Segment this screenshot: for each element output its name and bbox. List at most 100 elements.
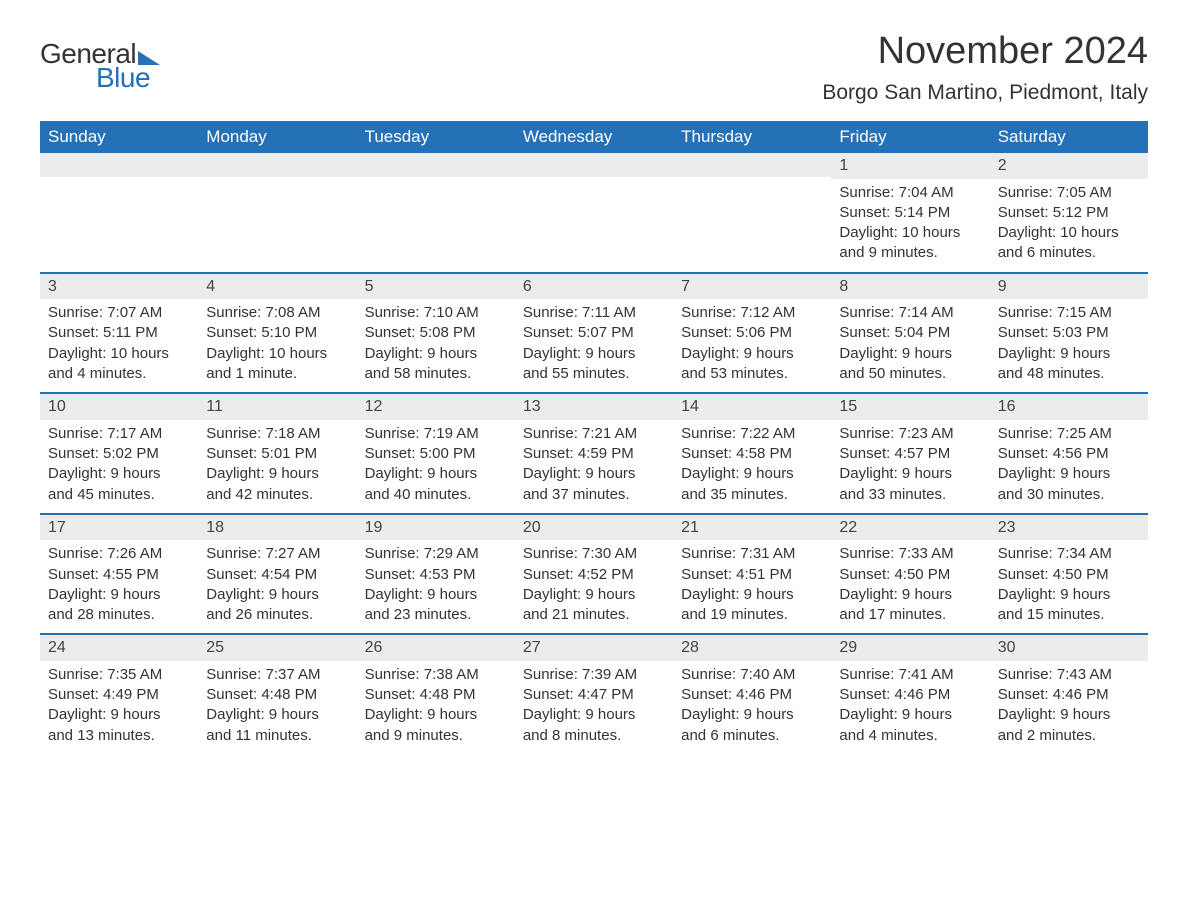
sunset-text: Sunset: 4:46 PM (998, 685, 1140, 705)
header: General Blue November 2024 Borgo San Mar… (40, 30, 1148, 105)
day-number: 28 (673, 635, 831, 661)
daylight-text-2: and 17 minutes. (839, 605, 981, 625)
day-number: 26 (357, 635, 515, 661)
daylight-text-1: Daylight: 10 hours (48, 344, 190, 364)
day-body: Sunrise: 7:25 AMSunset: 4:56 PMDaylight:… (990, 420, 1148, 513)
sunrise-text: Sunrise: 7:14 AM (839, 303, 981, 323)
sunrise-text: Sunrise: 7:17 AM (48, 424, 190, 444)
sunset-text: Sunset: 4:55 PM (48, 565, 190, 585)
sunset-text: Sunset: 4:53 PM (365, 565, 507, 585)
logo: General Blue (40, 30, 160, 94)
daylight-text-2: and 11 minutes. (206, 726, 348, 746)
daylight-text-2: and 6 minutes. (681, 726, 823, 746)
day-body: Sunrise: 7:30 AMSunset: 4:52 PMDaylight:… (515, 540, 673, 633)
day-body: Sunrise: 7:15 AMSunset: 5:03 PMDaylight:… (990, 299, 1148, 392)
daylight-text-2: and 9 minutes. (839, 243, 981, 263)
day-number: 4 (198, 274, 356, 300)
daylight-text-2: and 35 minutes. (681, 485, 823, 505)
day-cell: 27Sunrise: 7:39 AMSunset: 4:47 PMDayligh… (515, 635, 673, 754)
sunset-text: Sunset: 4:59 PM (523, 444, 665, 464)
day-cell: 20Sunrise: 7:30 AMSunset: 4:52 PMDayligh… (515, 515, 673, 634)
week-row: 10Sunrise: 7:17 AMSunset: 5:02 PMDayligh… (40, 392, 1148, 513)
week-row: 17Sunrise: 7:26 AMSunset: 4:55 PMDayligh… (40, 513, 1148, 634)
day-cell: 11Sunrise: 7:18 AMSunset: 5:01 PMDayligh… (198, 394, 356, 513)
sunrise-text: Sunrise: 7:37 AM (206, 665, 348, 685)
day-body: Sunrise: 7:31 AMSunset: 4:51 PMDaylight:… (673, 540, 831, 633)
sunset-text: Sunset: 5:00 PM (365, 444, 507, 464)
day-header-thursday: Thursday (673, 121, 831, 153)
sunrise-text: Sunrise: 7:34 AM (998, 544, 1140, 564)
logo-blue-text: Blue (96, 62, 150, 94)
day-cell: 17Sunrise: 7:26 AMSunset: 4:55 PMDayligh… (40, 515, 198, 634)
day-number: 21 (673, 515, 831, 541)
day-header-saturday: Saturday (990, 121, 1148, 153)
daylight-text-2: and 37 minutes. (523, 485, 665, 505)
day-number: 2 (990, 153, 1148, 179)
sunset-text: Sunset: 4:50 PM (839, 565, 981, 585)
daylight-text-2: and 58 minutes. (365, 364, 507, 384)
day-number: 13 (515, 394, 673, 420)
day-cell: 16Sunrise: 7:25 AMSunset: 4:56 PMDayligh… (990, 394, 1148, 513)
calendar: Sunday Monday Tuesday Wednesday Thursday… (40, 121, 1148, 754)
daylight-text-2: and 4 minutes. (839, 726, 981, 746)
sunrise-text: Sunrise: 7:08 AM (206, 303, 348, 323)
day-cell (515, 153, 673, 272)
daylight-text-1: Daylight: 9 hours (48, 464, 190, 484)
day-body: Sunrise: 7:29 AMSunset: 4:53 PMDaylight:… (357, 540, 515, 633)
day-cell: 29Sunrise: 7:41 AMSunset: 4:46 PMDayligh… (831, 635, 989, 754)
sunrise-text: Sunrise: 7:04 AM (839, 183, 981, 203)
day-number: 22 (831, 515, 989, 541)
daylight-text-2: and 1 minute. (206, 364, 348, 384)
sunset-text: Sunset: 4:46 PM (681, 685, 823, 705)
day-cell: 28Sunrise: 7:40 AMSunset: 4:46 PMDayligh… (673, 635, 831, 754)
sunset-text: Sunset: 5:04 PM (839, 323, 981, 343)
day-number: 6 (515, 274, 673, 300)
daylight-text-1: Daylight: 9 hours (206, 585, 348, 605)
daylight-text-2: and 42 minutes. (206, 485, 348, 505)
week-row: 1Sunrise: 7:04 AMSunset: 5:14 PMDaylight… (40, 153, 1148, 272)
daylight-text-2: and 50 minutes. (839, 364, 981, 384)
day-cell: 14Sunrise: 7:22 AMSunset: 4:58 PMDayligh… (673, 394, 831, 513)
day-number: 18 (198, 515, 356, 541)
month-title: November 2024 (822, 30, 1148, 73)
sunrise-text: Sunrise: 7:43 AM (998, 665, 1140, 685)
sunset-text: Sunset: 5:10 PM (206, 323, 348, 343)
day-number: 19 (357, 515, 515, 541)
day-body: Sunrise: 7:11 AMSunset: 5:07 PMDaylight:… (515, 299, 673, 392)
sunrise-text: Sunrise: 7:07 AM (48, 303, 190, 323)
day-number: 25 (198, 635, 356, 661)
sunrise-text: Sunrise: 7:11 AM (523, 303, 665, 323)
location-title: Borgo San Martino, Piedmont, Italy (822, 81, 1148, 105)
day-cell: 18 Sunrise: 7:27 AMSunset: 4:54 PMDayligh… (198, 515, 356, 634)
day-number: 14 (673, 394, 831, 420)
daylight-text-2: and 40 minutes. (365, 485, 507, 505)
day-cell (198, 153, 356, 272)
sunrise-text: Sunrise: 7:27 AM (206, 544, 348, 564)
sunrise-text: Sunrise: 7:18 AM (206, 424, 348, 444)
daylight-text-1: Daylight: 9 hours (681, 344, 823, 364)
daylight-text-1: Daylight: 9 hours (365, 585, 507, 605)
daylight-text-2: and 33 minutes. (839, 485, 981, 505)
day-body: Sunrise: 7:39 AMSunset: 4:47 PMDaylight:… (515, 661, 673, 754)
sunrise-text: Sunrise: 7:15 AM (998, 303, 1140, 323)
sunset-text: Sunset: 4:54 PM (206, 565, 348, 585)
sunrise-text: Sunrise: 7:26 AM (48, 544, 190, 564)
sunset-text: Sunset: 4:46 PM (839, 685, 981, 705)
daylight-text-1: Daylight: 9 hours (998, 344, 1140, 364)
day-cell: 9Sunrise: 7:15 AMSunset: 5:03 PMDaylight… (990, 274, 1148, 393)
sunset-text: Sunset: 4:50 PM (998, 565, 1140, 585)
daylight-text-2: and 55 minutes. (523, 364, 665, 384)
week-row: 3Sunrise: 7:07 AMSunset: 5:11 PMDaylight… (40, 272, 1148, 393)
daylight-text-2: and 48 minutes. (998, 364, 1140, 384)
day-header-monday: Monday (198, 121, 356, 153)
day-cell: 7Sunrise: 7:12 AMSunset: 5:06 PMDaylight… (673, 274, 831, 393)
day-cell: 12Sunrise: 7:19 AMSunset: 5:00 PMDayligh… (357, 394, 515, 513)
daylight-text-1: Daylight: 9 hours (523, 585, 665, 605)
day-cell (673, 153, 831, 272)
daylight-text-2: and 8 minutes. (523, 726, 665, 746)
sunset-text: Sunset: 4:51 PM (681, 565, 823, 585)
daylight-text-1: Daylight: 9 hours (998, 705, 1140, 725)
daylight-text-2: and 15 minutes. (998, 605, 1140, 625)
sunrise-text: Sunrise: 7:41 AM (839, 665, 981, 685)
sunrise-text: Sunrise: 7:29 AM (365, 544, 507, 564)
